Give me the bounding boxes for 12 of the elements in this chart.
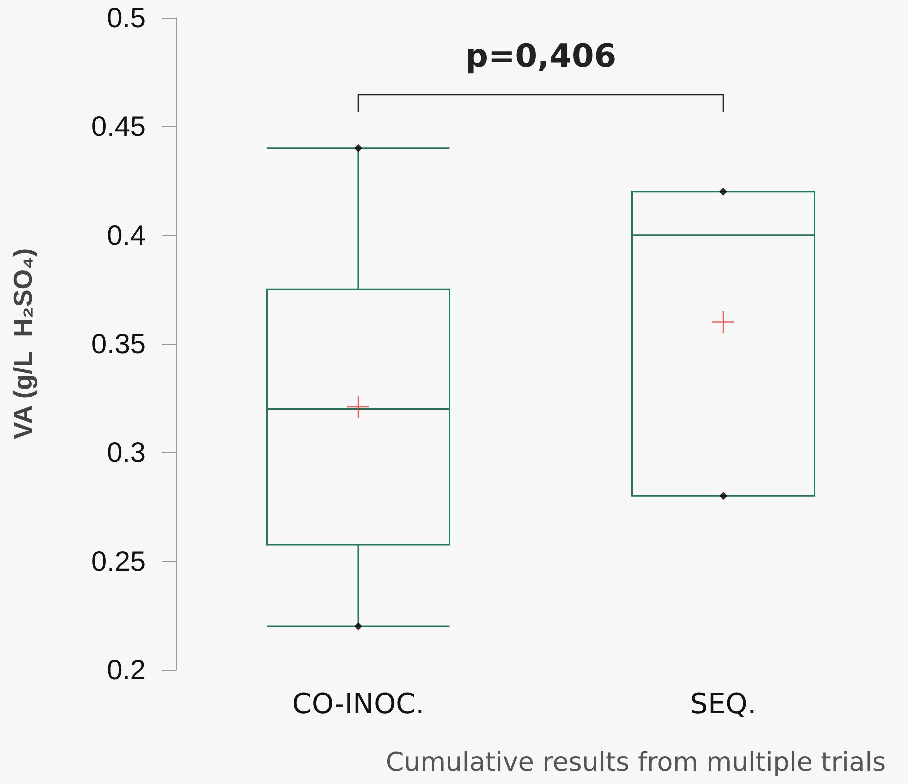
- y-tick-label: 0.35: [92, 328, 146, 360]
- annotation: p=0,406: [466, 37, 616, 75]
- y-tick-label: 0.2: [107, 654, 146, 686]
- x-tick-label: CO-INOC.: [292, 688, 425, 720]
- y-tick-label: 0.3: [107, 437, 146, 468]
- y-tick-label: 0.45: [92, 111, 146, 142]
- y-tick-label: 0.25: [92, 546, 146, 577]
- y-tick-label: 0.5: [107, 2, 146, 34]
- y-tick-label: 0.4: [107, 220, 146, 251]
- x-tick-label: SEQ.: [690, 688, 757, 720]
- text: Cumulative results from multiple trials: [386, 748, 886, 778]
- y-axis-title: VA (g/L H₂SO₄): [8, 248, 38, 440]
